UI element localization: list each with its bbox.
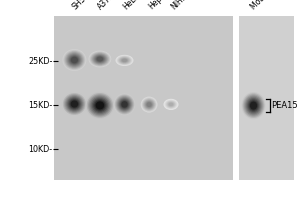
Ellipse shape (92, 53, 108, 65)
Ellipse shape (70, 99, 79, 109)
Ellipse shape (119, 57, 130, 64)
Ellipse shape (167, 101, 175, 108)
Ellipse shape (67, 97, 82, 111)
Ellipse shape (249, 100, 258, 111)
Ellipse shape (69, 55, 80, 65)
Ellipse shape (114, 93, 135, 115)
Ellipse shape (116, 55, 134, 66)
Ellipse shape (89, 95, 110, 115)
Ellipse shape (119, 57, 130, 64)
Ellipse shape (91, 97, 109, 114)
Ellipse shape (121, 101, 128, 108)
Ellipse shape (144, 100, 154, 109)
Ellipse shape (95, 56, 104, 62)
Ellipse shape (243, 93, 265, 118)
Ellipse shape (166, 101, 176, 108)
Text: A375: A375 (96, 0, 116, 11)
Ellipse shape (89, 51, 110, 67)
Ellipse shape (244, 94, 263, 117)
Ellipse shape (92, 98, 108, 113)
Ellipse shape (142, 98, 156, 111)
Ellipse shape (120, 58, 129, 63)
Ellipse shape (88, 51, 111, 67)
Text: 10KD-: 10KD- (28, 144, 52, 154)
Ellipse shape (122, 59, 127, 62)
Ellipse shape (87, 93, 113, 118)
Ellipse shape (164, 99, 178, 110)
Ellipse shape (165, 100, 177, 109)
Ellipse shape (250, 102, 257, 110)
Ellipse shape (119, 99, 130, 110)
Ellipse shape (94, 54, 106, 64)
Ellipse shape (118, 98, 130, 111)
Bar (233, 16, 238, 180)
Ellipse shape (64, 94, 85, 114)
Ellipse shape (117, 56, 132, 65)
Ellipse shape (169, 103, 173, 106)
Ellipse shape (70, 100, 78, 108)
Ellipse shape (66, 52, 83, 68)
Bar (54, 16, 234, 180)
Ellipse shape (94, 55, 105, 63)
Ellipse shape (147, 102, 152, 107)
Ellipse shape (64, 51, 84, 69)
Ellipse shape (96, 101, 104, 109)
Ellipse shape (88, 94, 112, 117)
Ellipse shape (63, 93, 86, 115)
Ellipse shape (120, 100, 129, 109)
Ellipse shape (146, 102, 152, 108)
Ellipse shape (94, 100, 106, 111)
Ellipse shape (118, 97, 131, 112)
Ellipse shape (68, 54, 81, 66)
Text: 25KD-: 25KD- (28, 56, 52, 66)
Ellipse shape (65, 95, 84, 113)
Ellipse shape (245, 96, 262, 116)
Ellipse shape (141, 97, 157, 112)
Ellipse shape (247, 98, 260, 113)
Ellipse shape (164, 99, 178, 110)
Ellipse shape (66, 96, 82, 112)
Ellipse shape (64, 50, 86, 70)
Ellipse shape (115, 94, 134, 114)
Bar (238, 16, 294, 180)
Ellipse shape (141, 97, 158, 113)
Ellipse shape (85, 92, 114, 119)
Text: HeLa: HeLa (122, 0, 142, 11)
Text: HepG2: HepG2 (147, 0, 172, 11)
Ellipse shape (167, 102, 175, 107)
Ellipse shape (92, 54, 107, 64)
Ellipse shape (145, 101, 153, 108)
Ellipse shape (70, 56, 79, 64)
Ellipse shape (242, 92, 266, 119)
Text: 15KD-: 15KD- (28, 100, 52, 110)
Ellipse shape (116, 95, 134, 113)
Ellipse shape (166, 100, 176, 109)
Text: SHSY5Y: SHSY5Y (70, 0, 98, 11)
Ellipse shape (144, 99, 154, 110)
Ellipse shape (118, 56, 131, 65)
Ellipse shape (246, 97, 261, 114)
Text: PEA15: PEA15 (272, 101, 298, 110)
Ellipse shape (168, 102, 174, 107)
Ellipse shape (143, 99, 155, 110)
Ellipse shape (116, 96, 133, 113)
Ellipse shape (68, 98, 80, 110)
Ellipse shape (93, 99, 107, 112)
Ellipse shape (116, 55, 133, 66)
Ellipse shape (248, 99, 259, 112)
Ellipse shape (97, 56, 103, 62)
Ellipse shape (121, 58, 128, 63)
Ellipse shape (62, 49, 86, 71)
Text: Mouse liver: Mouse liver (249, 0, 286, 11)
Text: NIH3T3: NIH3T3 (169, 0, 196, 11)
Ellipse shape (91, 52, 109, 66)
Ellipse shape (62, 92, 87, 116)
Ellipse shape (67, 53, 82, 67)
Ellipse shape (71, 57, 78, 63)
